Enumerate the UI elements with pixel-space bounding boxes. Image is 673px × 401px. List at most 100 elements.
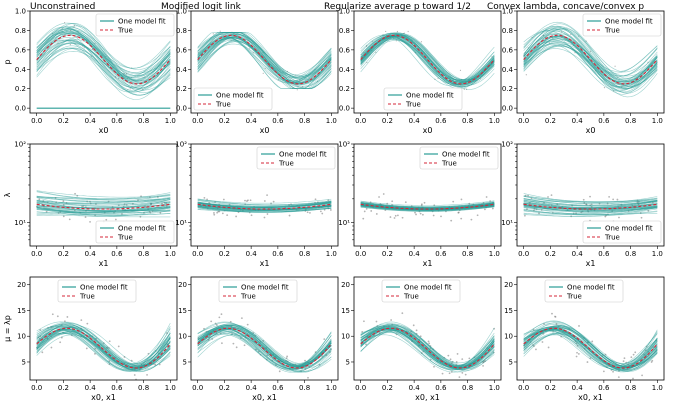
panel-mu-1: 0.0 0.2 0.4 0.6 0.8 1.0 5 10 15 20 x0, x1 μ = λp One… bbox=[3, 276, 178, 401]
data-point bbox=[443, 356, 446, 359]
data-point bbox=[221, 212, 224, 215]
model-fit-curve bbox=[523, 329, 658, 372]
model-fit-curve bbox=[197, 328, 332, 370]
model-fit-curve bbox=[523, 327, 658, 368]
data-point bbox=[95, 203, 97, 205]
data-point bbox=[161, 202, 163, 205]
data-point bbox=[45, 210, 48, 213]
model-fit-curve bbox=[36, 207, 171, 213]
axes-frame bbox=[516, 143, 665, 247]
true-curve bbox=[360, 203, 495, 210]
model-fit-curve bbox=[523, 211, 658, 217]
model-fit-curve bbox=[197, 32, 332, 82]
true-curve bbox=[523, 327, 658, 369]
data-point bbox=[598, 202, 601, 205]
data-point bbox=[284, 206, 287, 209]
data-point bbox=[573, 44, 575, 47]
data-point bbox=[154, 349, 157, 352]
x-tick-label: 0.6 bbox=[111, 384, 123, 392]
data-point bbox=[109, 208, 112, 211]
data-point bbox=[140, 363, 143, 366]
data-point bbox=[86, 200, 89, 203]
model-fit-curve bbox=[360, 35, 495, 85]
model-fit-curve bbox=[360, 325, 495, 368]
data-point bbox=[309, 211, 311, 214]
x-tick-label: 0.4 bbox=[409, 384, 421, 392]
model-fit-curve bbox=[36, 39, 171, 96]
model-fit-curve bbox=[197, 327, 332, 368]
data-point bbox=[163, 201, 166, 204]
model-fit-curve bbox=[36, 26, 171, 88]
model-fit-curve bbox=[197, 38, 332, 89]
data-point bbox=[70, 29, 72, 32]
data-point bbox=[482, 364, 484, 367]
y-tick-label: 0.0 bbox=[15, 105, 26, 113]
data-point bbox=[114, 210, 117, 212]
model-fit-curve bbox=[197, 202, 332, 208]
data-point bbox=[650, 361, 653, 363]
data-point bbox=[418, 210, 421, 213]
data-point bbox=[90, 55, 92, 57]
model-fit-curve bbox=[523, 202, 658, 209]
data-point bbox=[526, 208, 528, 210]
y-tick-label: 0.8 bbox=[176, 27, 187, 35]
y-tick-label: 10² bbox=[175, 141, 187, 149]
data-point bbox=[203, 54, 205, 56]
data-point bbox=[561, 205, 564, 208]
data-point bbox=[203, 196, 206, 199]
model-fit-curve bbox=[36, 31, 171, 69]
data-point bbox=[86, 322, 89, 325]
model-fit-curve bbox=[197, 206, 332, 212]
legend-true-label: True bbox=[215, 101, 231, 109]
x-tick-label: 1.0 bbox=[652, 384, 663, 392]
data-point bbox=[630, 366, 632, 369]
data-point bbox=[555, 323, 558, 325]
model-fit-curve bbox=[360, 34, 495, 84]
model-fit-curve bbox=[523, 41, 658, 81]
data-point bbox=[89, 220, 91, 223]
model-fit-curve bbox=[36, 332, 171, 370]
model-fit-curve bbox=[36, 324, 171, 365]
model-fit-curve bbox=[197, 32, 332, 84]
data-point bbox=[482, 201, 485, 204]
data-point bbox=[143, 211, 145, 214]
model-fit-curve bbox=[36, 204, 171, 212]
legend-fit-label: One model fit bbox=[605, 18, 653, 26]
data-point bbox=[95, 337, 98, 340]
data-point bbox=[429, 358, 432, 361]
data-point bbox=[575, 355, 578, 358]
model-fit-curve bbox=[197, 200, 332, 207]
model-fit-curve bbox=[197, 34, 332, 81]
model-fit-curve bbox=[523, 36, 658, 88]
legend-true-label: True bbox=[405, 101, 421, 109]
model-fit-curve bbox=[523, 26, 658, 79]
model-fit-curve bbox=[36, 39, 171, 78]
model-fit-curve bbox=[36, 23, 171, 87]
y-tick-label: 0.4 bbox=[176, 66, 188, 74]
model-fit-curve bbox=[197, 40, 332, 89]
data-point bbox=[583, 337, 585, 339]
model-fit-curve bbox=[523, 326, 658, 369]
model-fit-curve bbox=[523, 38, 658, 77]
y-tick-label: 10¹ bbox=[175, 219, 187, 227]
data-point bbox=[94, 42, 96, 44]
x-axis-label: x1 bbox=[586, 259, 596, 268]
plot-area bbox=[523, 312, 658, 380]
data-point bbox=[578, 35, 580, 37]
data-point bbox=[259, 341, 261, 344]
data-point bbox=[270, 207, 273, 210]
x-axis-label: x1 bbox=[423, 259, 433, 268]
data-point bbox=[391, 323, 394, 326]
data-point bbox=[428, 342, 431, 345]
true-curve bbox=[360, 34, 495, 85]
data-point bbox=[210, 44, 212, 46]
data-point bbox=[611, 210, 614, 213]
data-point bbox=[429, 347, 432, 350]
data-point bbox=[219, 332, 222, 335]
data-point bbox=[410, 330, 413, 333]
data-point bbox=[404, 201, 407, 204]
x-tick-label: 0.8 bbox=[625, 117, 636, 125]
data-point bbox=[472, 203, 475, 206]
data-point bbox=[622, 360, 625, 363]
